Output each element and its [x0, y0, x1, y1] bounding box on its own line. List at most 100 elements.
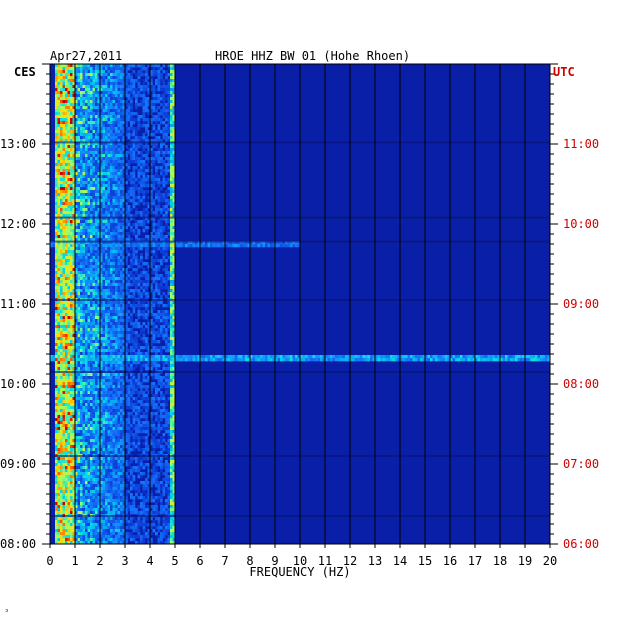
heatmap-cell	[122, 238, 126, 242]
heatmap-cell	[430, 358, 433, 362]
heatmap-cell	[110, 241, 113, 245]
heatmap-cell	[162, 205, 166, 209]
heatmap-cell	[115, 157, 118, 161]
heatmap-cell	[120, 364, 123, 368]
heatmap-cell	[100, 367, 103, 371]
heatmap-cell	[105, 106, 108, 110]
heatmap-cell	[170, 76, 173, 80]
heatmap-cell	[92, 172, 96, 176]
heatmap-cell	[105, 121, 108, 125]
heatmap-cell	[72, 142, 76, 146]
heatmap-cell	[130, 214, 133, 218]
heatmap-cell	[155, 175, 158, 179]
heatmap-cell	[130, 316, 133, 320]
heatmap-cell	[102, 334, 106, 338]
heatmap-cell	[120, 283, 123, 287]
heatmap-cell	[70, 232, 73, 236]
heatmap-cell	[115, 235, 118, 239]
heatmap-cell	[85, 292, 88, 296]
heatmap-cell	[170, 136, 173, 140]
heatmap-cell	[72, 331, 76, 335]
heatmap-cell	[142, 109, 146, 113]
heatmap-cell	[102, 256, 106, 260]
heatmap-cell	[182, 358, 186, 362]
heatmap-cell	[247, 241, 251, 245]
heatmap-cell	[67, 244, 71, 248]
heatmap-cell	[170, 319, 173, 323]
heatmap-cell	[112, 112, 116, 116]
heatmap-cell	[262, 244, 266, 248]
heatmap-cell	[62, 193, 66, 197]
heatmap-cell	[520, 355, 523, 359]
heatmap-cell	[160, 139, 163, 143]
heatmap-cell	[122, 301, 126, 305]
heatmap-cell	[90, 214, 93, 218]
heatmap-cell	[165, 319, 168, 323]
heatmap-cell	[100, 184, 103, 188]
heatmap-cell	[172, 352, 176, 356]
heatmap-cell	[102, 367, 106, 371]
heatmap-cell	[102, 178, 106, 182]
heatmap-cell	[110, 148, 113, 152]
heatmap-cell	[357, 355, 361, 359]
heatmap-cell	[115, 136, 118, 140]
heatmap-cell	[67, 190, 71, 194]
heatmap-cell	[102, 67, 106, 71]
heatmap-cell	[75, 265, 78, 269]
heatmap-cell	[165, 340, 168, 344]
heatmap-cell	[80, 367, 83, 371]
heatmap-cell	[122, 208, 126, 212]
heatmap-cell	[105, 271, 108, 275]
heatmap-cell	[62, 322, 66, 326]
heatmap-cell	[62, 292, 66, 296]
heatmap-cell	[65, 241, 68, 245]
heatmap-cell	[140, 178, 143, 182]
heatmap-cell	[110, 340, 113, 344]
heatmap-cell	[65, 280, 68, 284]
heatmap-cell	[67, 199, 71, 203]
heatmap-cell	[100, 196, 103, 200]
heatmap-cell	[60, 214, 63, 218]
heatmap-cell	[65, 307, 68, 311]
heatmap-cell	[92, 325, 96, 329]
heatmap-cell	[55, 250, 58, 254]
heatmap-cell	[120, 286, 123, 290]
heatmap-cell	[165, 244, 168, 248]
heatmap-cell	[102, 340, 106, 344]
heatmap-cell	[85, 235, 88, 239]
heatmap-cell	[97, 214, 101, 218]
heatmap-cell	[65, 154, 68, 158]
heatmap-cell	[120, 94, 123, 98]
heatmap-cell	[82, 382, 86, 386]
heatmap-cell	[105, 265, 108, 269]
heatmap-cell	[155, 277, 158, 281]
heatmap-cell	[57, 313, 61, 317]
heatmap-cell	[70, 85, 73, 89]
heatmap-cell	[105, 319, 108, 323]
heatmap-cell	[122, 247, 126, 251]
heatmap-cell	[75, 82, 78, 86]
heatmap-cell	[60, 235, 63, 239]
heatmap-cell	[100, 322, 103, 326]
heatmap-cell	[142, 322, 146, 326]
heatmap-cell	[112, 145, 116, 149]
heatmap-cell	[165, 214, 168, 218]
heatmap-cell	[132, 178, 136, 182]
heatmap-cell	[265, 244, 268, 248]
heatmap-cell	[95, 118, 98, 122]
heatmap-cell	[110, 136, 113, 140]
heatmap-cell	[70, 190, 73, 194]
heatmap-cell	[92, 73, 96, 77]
heatmap-cell	[57, 160, 61, 164]
heatmap-cell	[125, 112, 128, 116]
heatmap-cell	[147, 361, 151, 365]
heatmap-cell	[145, 283, 148, 287]
heatmap-cell	[367, 358, 371, 362]
heatmap-cell	[197, 241, 201, 245]
heatmap-cell	[350, 358, 353, 362]
heatmap-cell	[142, 181, 146, 185]
heatmap-cell	[420, 358, 423, 362]
heatmap-cell	[135, 133, 138, 137]
heatmap-cell	[77, 181, 81, 185]
heatmap-cell	[360, 355, 363, 359]
